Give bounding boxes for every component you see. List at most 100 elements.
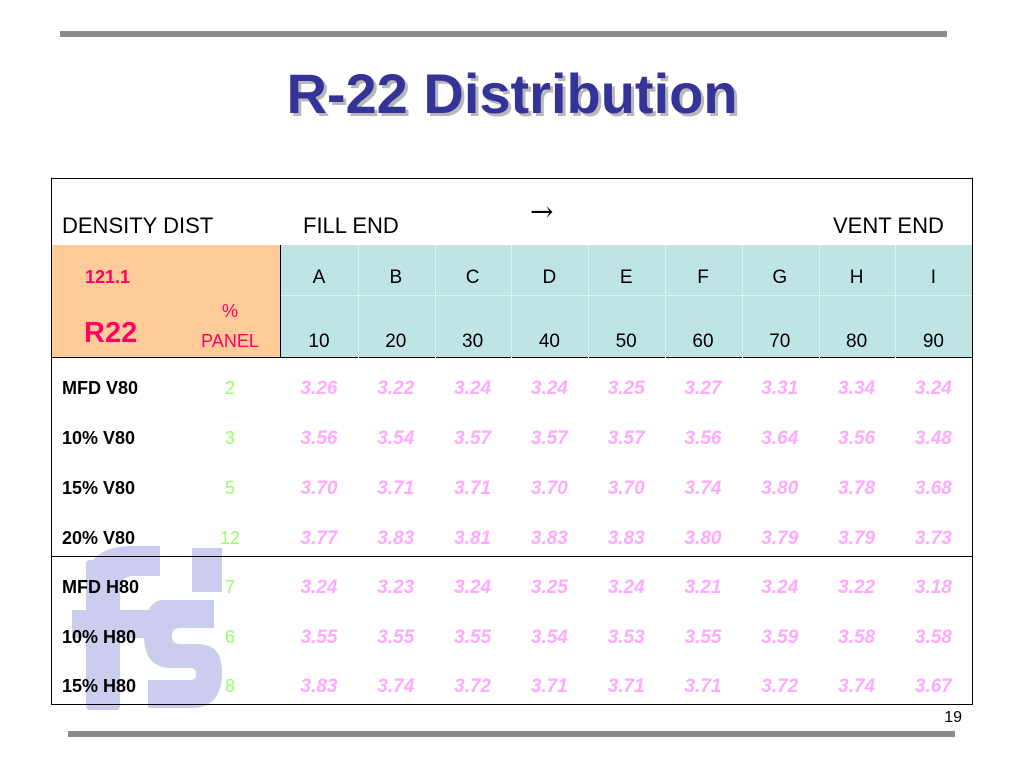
fs-logo-icon [72,546,222,710]
table-cell: 3.79 [761,528,799,549]
table-cell: 3.80 [761,478,799,499]
row-panel-value: 8 [224,676,235,696]
column-header-block [281,245,972,358]
table-cell: 3.24 [300,577,338,598]
table-cell: 3.23 [377,577,415,598]
column-letter: D [542,267,557,288]
table-cell: 3.59 [761,627,799,648]
column-letter: H [849,267,864,288]
table-cell: 3.74 [377,676,415,697]
table-cell: 3.70 [607,478,645,499]
column-position: 50 [615,331,637,352]
table-cell: 3.83 [300,676,338,697]
table-cell: 3.55 [377,627,415,648]
row-panel-value: 6 [224,627,235,647]
table-cell: 3.24 [530,378,568,399]
column-letter: C [465,267,480,288]
table-cell: 3.71 [607,676,645,697]
table-cell: 3.83 [530,528,568,549]
key-cell: 121.1 R22 % PANEL [52,245,281,358]
column-separator [665,245,666,358]
table-cell: 3.73 [914,528,952,549]
material-label: R22 [84,317,138,349]
table-cell: 3.24 [454,378,492,399]
row-label: 15% H80 [62,676,137,696]
row-label: 10% V80 [62,428,136,448]
table-cell: 3.55 [300,627,338,648]
column-separator [434,245,436,358]
column-letter: B [389,267,403,288]
table-cell: 3.74 [838,676,876,697]
column-separator [511,245,513,358]
vent-end-label: VENT END [833,213,944,238]
page-number: 19 [944,709,962,726]
group-separator [52,556,972,557]
row-label: MFD H80 [62,577,140,597]
row-label: MFD V80 [62,378,139,398]
column-position: 30 [462,331,484,352]
column-separator [741,245,743,358]
column-separator [588,245,590,358]
table-cell: 3.67 [914,676,952,697]
row-label: 15% V80 [62,478,136,498]
table-cell: 3.25 [607,378,645,399]
table-cell: 3.79 [838,528,876,549]
table-cell: 3.24 [761,577,799,598]
row-panel-value: 12 [219,528,241,548]
table-cell: 3.81 [454,528,492,549]
table-cell: 3.54 [530,627,568,648]
table-cell: 3.71 [377,478,415,499]
table-cell: 3.78 [838,478,876,499]
table-cell: 3.18 [914,577,952,598]
table-cell: 3.71 [684,676,722,697]
table-cell: 3.48 [914,428,952,449]
table-cell: 3.56 [684,428,722,449]
column-letter: E [619,267,633,288]
table-cell: 3.72 [761,676,799,697]
column-position: 60 [692,331,714,352]
table-cell: 3.54 [377,428,415,449]
table-cell: 3.53 [607,627,645,648]
column-letter: G [772,267,788,288]
row-label: 10% H80 [62,627,137,647]
table-cell: 3.70 [300,478,338,499]
table-cell: 3.24 [454,577,492,598]
column-separator [895,245,897,358]
row-panel-value: 2 [224,378,235,398]
panel-label: PANEL [201,331,259,351]
density-value: 121.1 [85,267,131,287]
density-dist-label: DENSITY DIST [62,213,214,238]
top-rule [60,31,947,37]
table-cell: 3.24 [914,378,952,399]
slide-title: R-22 Distribution [286,62,738,125]
table-cell: 3.25 [530,577,568,598]
column-letter: I [930,267,937,288]
table-cell: 3.34 [838,378,876,399]
column-position: 20 [385,331,407,352]
table-cell: 3.58 [914,627,952,648]
table-cell: 3.55 [684,627,722,648]
table-cell: 3.71 [530,676,568,697]
row-label: 20% V80 [62,528,136,548]
table-cell: 3.27 [684,378,722,399]
table-cell: 3.68 [914,478,952,499]
table-cell: 3.71 [454,478,492,499]
table-cell: 3.56 [838,428,876,449]
fill-end-label: FILL END [303,213,399,238]
table-cell: 3.80 [684,528,722,549]
panel-label-percent: % [221,301,238,321]
table-cell: 3.57 [454,428,492,449]
table-cell: 3.21 [684,577,722,598]
column-letter: F [697,267,709,288]
table-cell: 3.83 [607,528,645,549]
column-position: 90 [922,331,944,352]
column-separator [818,245,820,358]
table-cell: 3.77 [300,528,338,549]
column-letter: A [312,267,326,288]
column-position: 70 [769,331,791,352]
distribution-table: DENSITY DIST FILL END → VENT END 121.1 R… [51,178,973,705]
table-cell: 3.55 [454,627,492,648]
row-panel-value: 3 [224,428,235,448]
bottom-rule [68,731,955,737]
column-separator [357,245,359,358]
